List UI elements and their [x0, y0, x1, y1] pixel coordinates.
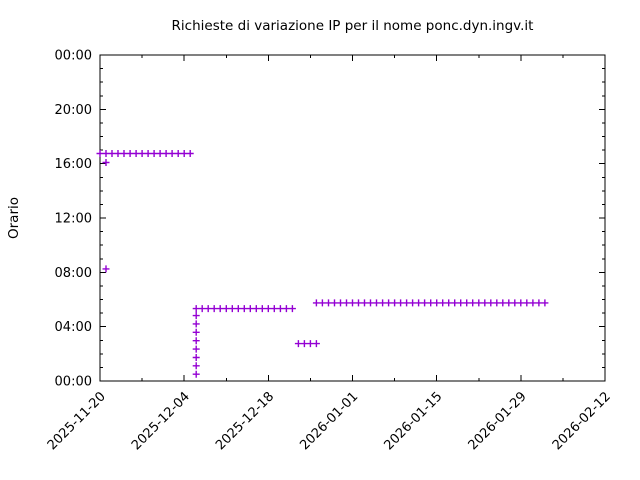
chart-title: Richieste di variazione IP per il nome p… [171, 18, 534, 34]
y-tick-label: 00:00 [55, 375, 92, 390]
x-tick-label: 2026-02-12 [550, 389, 614, 453]
x-tick-label: 2026-01-01 [297, 389, 361, 453]
y-tick-label: 00:00 [55, 49, 92, 64]
x-tick-label: 2025-12-04 [129, 389, 193, 453]
y-tick-label: 20:00 [55, 103, 92, 118]
plot-border [99, 54, 606, 382]
y-tick-label: 12:00 [55, 212, 92, 227]
x-tick-label: 2025-12-18 [213, 389, 277, 453]
x-tick-label: 2026-01-29 [466, 389, 530, 453]
y-tick-label: 16:00 [55, 157, 92, 172]
y-tick-label: 08:00 [55, 266, 92, 281]
x-tick-label: 2025-11-20 [45, 389, 109, 453]
y-tick-label: 04:00 [55, 320, 92, 335]
data-point-markers [96, 150, 549, 378]
x-tick-label: 2026-01-15 [381, 389, 445, 453]
